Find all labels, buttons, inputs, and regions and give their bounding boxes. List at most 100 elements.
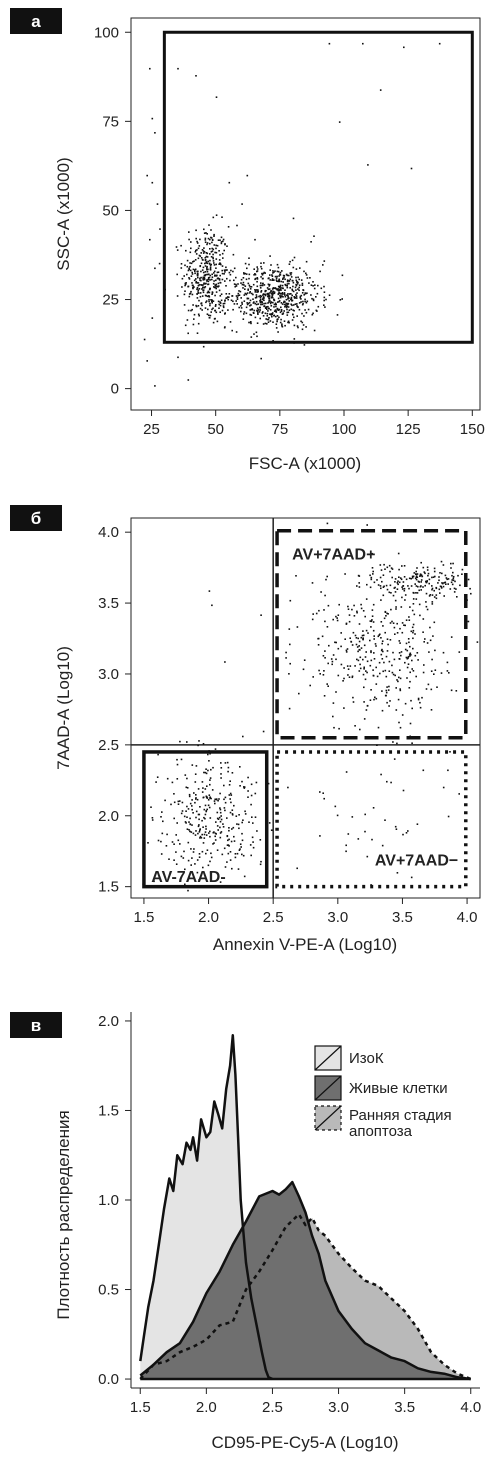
data-point: [255, 300, 258, 303]
data-point: [347, 608, 350, 610]
data-point: [410, 630, 413, 633]
data-point: [242, 854, 245, 857]
data-point: [203, 276, 206, 279]
data-point: [260, 282, 262, 284]
data-point: [271, 292, 273, 294]
data-point: [285, 298, 288, 301]
data-point: [311, 582, 314, 584]
data-point: [207, 864, 210, 867]
data-point: [405, 642, 408, 645]
data-point: [225, 269, 227, 271]
data-point: [383, 661, 385, 664]
plot-frame-a: [130, 17, 481, 411]
legend-label: ИзоК: [349, 1050, 384, 1067]
data-point: [266, 323, 268, 325]
data-point: [380, 653, 383, 656]
data-point: [157, 753, 159, 756]
data-point: [371, 609, 374, 611]
data-point: [189, 817, 191, 820]
data-point: [384, 568, 386, 570]
data-point: [301, 312, 303, 315]
data-point: [296, 305, 298, 307]
data-point: [271, 274, 273, 276]
data-point: [182, 857, 185, 859]
data-point: [208, 224, 210, 226]
data-point: [393, 626, 396, 629]
data-point: [365, 670, 367, 672]
data-point: [370, 650, 372, 652]
data-point: [363, 701, 365, 703]
data-point: [205, 300, 208, 302]
data-point: [285, 651, 287, 654]
data-point: [230, 299, 233, 302]
data-point: [197, 788, 200, 790]
data-point: [195, 305, 198, 308]
data-point: [419, 573, 422, 576]
data-point: [222, 240, 224, 243]
data-point: [331, 663, 333, 666]
data-point: [201, 819, 203, 822]
data-point: [251, 836, 254, 839]
data-point: [209, 279, 211, 281]
data-point: [383, 585, 385, 588]
data-point: [337, 614, 340, 616]
data-point: [404, 661, 406, 664]
data-point: [380, 599, 382, 601]
data-point: [203, 251, 206, 253]
data-point: [249, 291, 251, 293]
data-point: [269, 269, 271, 271]
data-point: [387, 643, 389, 646]
data-point: [366, 855, 369, 858]
data-point: [410, 585, 413, 587]
data-point: [284, 294, 286, 296]
data-point: [323, 296, 326, 299]
data-point: [276, 289, 279, 291]
data-point: [231, 809, 234, 811]
data-point: [198, 740, 200, 742]
data-point: [216, 244, 219, 247]
data-point: [288, 280, 291, 282]
data-point: [187, 841, 190, 844]
data-point: [385, 689, 388, 692]
data-point: [317, 305, 320, 308]
data-point: [199, 279, 201, 281]
data-point: [188, 231, 190, 233]
data-point: [327, 662, 329, 665]
data-point: [207, 804, 210, 807]
data-point: [187, 332, 189, 335]
data-point: [276, 308, 279, 311]
data-point: [254, 278, 256, 281]
data-point: [408, 641, 410, 644]
data-point: [424, 638, 426, 640]
data-point: [204, 262, 206, 265]
data-point: [422, 769, 425, 772]
data-point: [467, 620, 470, 623]
data-point: [287, 296, 289, 298]
data-point: [270, 314, 273, 316]
data-point: [208, 760, 210, 762]
data-point: [204, 813, 207, 816]
data-point: [278, 279, 280, 281]
data-point: [204, 286, 207, 288]
data-point: [326, 522, 329, 525]
data-point: [218, 263, 220, 265]
data-point: [260, 291, 262, 293]
data-point: [195, 765, 198, 767]
data-point: [247, 776, 249, 779]
data-point: [213, 286, 216, 289]
data-point: [386, 638, 389, 640]
data-point: [244, 285, 247, 287]
data-point: [220, 773, 222, 775]
data-point: [245, 273, 248, 275]
data-point: [240, 310, 242, 313]
data-point: [276, 320, 278, 323]
data-point: [215, 96, 218, 98]
data-point: [296, 325, 299, 327]
data-point: [173, 793, 175, 795]
data-point: [241, 821, 243, 824]
gate-rectangle: [162, 30, 474, 344]
data-point: [370, 576, 373, 579]
data-point: [379, 585, 382, 587]
data-point: [255, 294, 258, 296]
data-point: [228, 829, 230, 832]
